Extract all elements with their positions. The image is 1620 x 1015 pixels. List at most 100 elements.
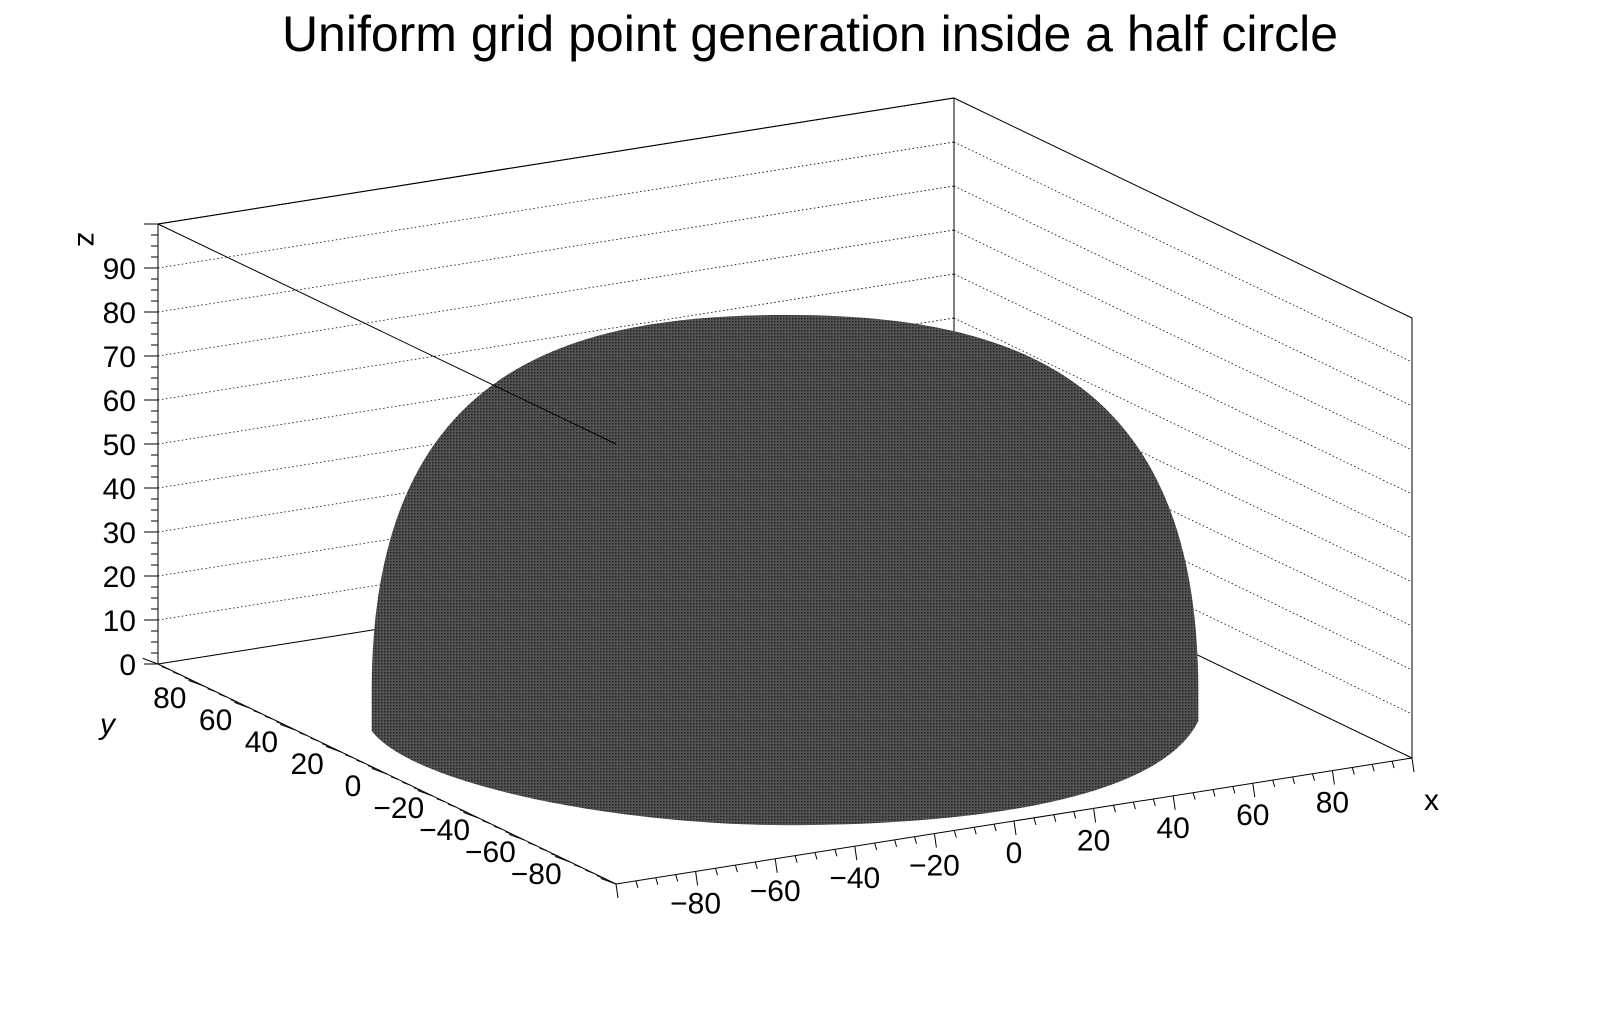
y-tick <box>417 789 433 797</box>
x-tick <box>1351 767 1355 775</box>
x-tick-label: 40 <box>1157 812 1190 845</box>
y-tick <box>463 811 479 819</box>
y-tick <box>493 825 502 830</box>
y-tick <box>184 677 193 681</box>
x-tick <box>1391 761 1395 769</box>
z-tick-label: 60 <box>103 385 136 418</box>
y-tick <box>550 853 559 857</box>
z-tick-label: 50 <box>103 429 136 462</box>
y-tick <box>447 803 456 808</box>
x-tick <box>1013 820 1017 836</box>
y-tick <box>459 809 468 813</box>
hemisphere-surface <box>371 315 1199 826</box>
x-tick <box>914 836 917 844</box>
chart-title: Uniform grid point generation inside a h… <box>281 6 1339 62</box>
y-tick <box>585 869 594 874</box>
y-tick <box>367 765 376 769</box>
z-axis-title: z <box>71 232 104 247</box>
y-tick <box>230 699 239 703</box>
z-tick-label: 40 <box>103 473 136 506</box>
y-tick <box>325 745 342 753</box>
y-tick <box>596 875 605 879</box>
y-tick-label: −60 <box>465 836 516 869</box>
z-tick-label: 80 <box>103 297 136 330</box>
x-tick <box>635 880 639 888</box>
x-tick <box>675 874 679 882</box>
x-tick <box>874 842 878 851</box>
x-tick <box>695 871 699 886</box>
z-tick-label: 0 <box>119 649 136 682</box>
hemisphere-shade <box>371 315 1199 826</box>
x-tick <box>933 833 937 848</box>
x-tick <box>1093 808 1097 823</box>
x-tick <box>774 858 778 873</box>
z-tick-label: 70 <box>103 341 136 374</box>
y-tick <box>264 715 273 720</box>
y-tick <box>482 820 491 824</box>
x-tick-label: −40 <box>829 862 880 895</box>
y-tick <box>413 787 422 791</box>
z-tick-label: 10 <box>103 605 136 638</box>
x-tick <box>993 824 997 832</box>
y-tick-label: −80 <box>511 858 562 891</box>
x-tick <box>1212 789 1216 797</box>
y-tick <box>280 723 296 731</box>
x-tick <box>1033 817 1037 825</box>
x-tick <box>953 830 957 838</box>
z-tick-label: 90 <box>103 253 136 286</box>
y-tick <box>356 759 365 764</box>
x-axis-title: x <box>1424 784 1439 817</box>
y-tick <box>436 798 445 802</box>
y-tick-label: 40 <box>245 726 278 759</box>
x-tick-label: 20 <box>1077 824 1110 857</box>
x-tick-label: −80 <box>670 887 721 920</box>
y-tick <box>207 688 216 692</box>
z-grid-line <box>953 185 1413 407</box>
y-tick <box>218 693 227 698</box>
y-tick <box>142 657 159 665</box>
y-tick <box>390 776 399 780</box>
x-tick <box>1272 779 1276 788</box>
y-tick-label: 20 <box>291 748 324 781</box>
y-tick-label: 60 <box>199 704 232 737</box>
x-tick <box>1292 776 1296 785</box>
y-tick <box>276 721 285 725</box>
x-tick <box>1371 764 1375 772</box>
x-tick <box>1232 786 1236 794</box>
x-tick-label: 0 <box>1006 837 1023 870</box>
z-grid-line <box>953 141 1413 363</box>
y-tick-label: 0 <box>345 770 362 803</box>
z-grid-line <box>953 273 1413 495</box>
top-left-edge <box>157 223 617 445</box>
x-tick <box>1152 798 1156 807</box>
y-tick <box>161 666 170 670</box>
y-tick-label: −20 <box>373 792 424 825</box>
y-tick <box>188 679 204 687</box>
x-tick <box>1252 783 1256 798</box>
top-front-edge <box>157 97 955 225</box>
x-tick <box>1113 805 1116 813</box>
x-tick <box>1172 795 1176 810</box>
z-grid-line <box>953 229 1413 451</box>
y-tick-label: 80 <box>153 682 186 715</box>
x-tick-label: −20 <box>909 850 960 883</box>
y-tick <box>234 701 250 709</box>
x-tick <box>715 868 718 876</box>
x-tick-label: 60 <box>1236 799 1269 832</box>
x-tick <box>973 827 977 835</box>
x-tick <box>1312 773 1315 781</box>
y-tick-label: −40 <box>419 814 470 847</box>
x-tick <box>734 864 738 873</box>
y-tick <box>310 737 319 742</box>
hemisphere-points <box>371 315 1199 826</box>
y-tick <box>253 710 262 714</box>
y-tick <box>173 671 182 676</box>
y-tick <box>299 732 308 736</box>
x-tick <box>1331 770 1335 785</box>
y-tick <box>509 833 525 841</box>
y-tick <box>528 842 537 846</box>
y-tick <box>600 877 617 885</box>
x-tick <box>814 852 818 860</box>
y-tick <box>573 864 582 868</box>
